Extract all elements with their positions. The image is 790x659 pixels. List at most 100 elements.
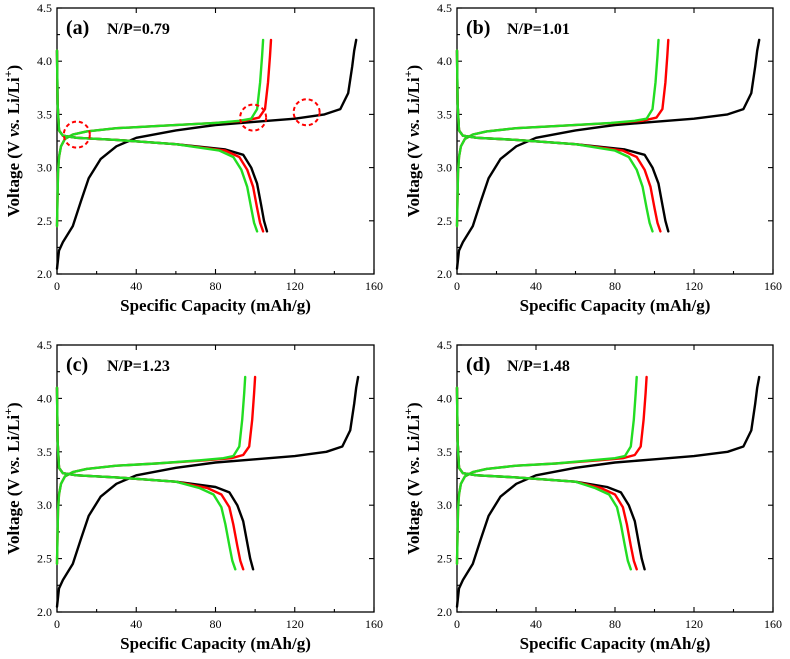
y-label-part: )	[4, 65, 23, 71]
y-tick-label: 4.0	[37, 391, 52, 405]
y-tick-label: 3.0	[37, 498, 52, 512]
panel-label: (c)	[66, 354, 88, 376]
y-label-part: )	[404, 402, 423, 408]
y-label-part: Voltage (V	[404, 474, 423, 554]
plot-frame	[456, 344, 774, 613]
x-axis-label: Specific Capacity (mAh/g)	[520, 296, 711, 315]
curve-discharge-green	[55, 386, 237, 571]
y-label-italic: vs.	[404, 456, 423, 474]
y-axis-label: Voltage (V vs. Li/Li+)	[1, 65, 23, 217]
y-label-part: )	[404, 65, 423, 71]
chart-panel-2: 0 40 80 120 160 2.0 2.5 3.0 3.5 4.0 4.5 Specific Ca…	[401, 1, 782, 315]
x-tick-label: 120	[286, 279, 304, 293]
annotation-circle	[292, 98, 321, 127]
curve-discharge-red	[55, 386, 245, 571]
y-label-part: Li/Li	[4, 77, 23, 118]
plot-frame	[456, 7, 774, 275]
y-tick-label: 3.5	[37, 445, 52, 459]
y-tick-label: 2.5	[437, 552, 452, 566]
curve-charge-black	[55, 38, 358, 270]
y-label-superscript: +	[1, 70, 15, 77]
y-label-part: Voltage (V	[4, 474, 23, 554]
panel-label: (b)	[466, 17, 490, 39]
y-tick-label: 4.0	[37, 54, 52, 68]
np-ratio-label: N/P=1.23	[107, 358, 170, 375]
y-tick-label: 3.0	[437, 498, 452, 512]
curve-charge-green	[455, 375, 638, 566]
y-tick-label: 2.0	[437, 267, 452, 281]
x-tick-label: 0	[54, 617, 60, 631]
curve-charge-green	[55, 38, 265, 228]
curve-charge-black	[455, 38, 761, 270]
np-ratio-label: N/P=1.48	[507, 358, 570, 375]
curve-discharge-green	[455, 49, 654, 233]
x-tick-label: 160	[764, 617, 782, 631]
np-ratio-label: N/P=0.79	[107, 21, 170, 38]
curve-discharge-black	[55, 386, 255, 571]
y-tick-label: 3.5	[37, 107, 52, 121]
x-tick-label: 80	[210, 617, 222, 631]
x-tick-label: 0	[454, 617, 460, 631]
y-label-part: Li/Li	[404, 415, 423, 456]
chart-panel-4: 0 40 80 120 160 2.0 2.5 3.0 3.5 4.0 4.5 Specific Ca…	[401, 338, 782, 653]
curve-discharge-green	[455, 386, 632, 571]
np-ratio-label: N/P=1.01	[507, 21, 570, 38]
y-label-superscript: +	[1, 408, 15, 415]
y-label-part: )	[4, 402, 23, 408]
curve-charge-black	[455, 375, 761, 608]
y-tick-label: 3.5	[437, 445, 452, 459]
panel-label: (d)	[466, 354, 490, 376]
y-tick-label: 2.0	[437, 605, 452, 619]
y-tick-label: 2.5	[37, 214, 52, 228]
y-axis-label: Voltage (V vs. Li/Li+)	[1, 402, 23, 554]
y-axis-label: Voltage (V vs. Li/Li+)	[401, 65, 423, 217]
y-tick-label: 3.5	[437, 107, 452, 121]
y-tick-label: 4.5	[437, 338, 452, 352]
x-tick-label: 80	[210, 279, 222, 293]
x-tick-label: 40	[530, 617, 542, 631]
curve-charge-green	[55, 375, 247, 566]
y-label-italic: vs.	[404, 118, 423, 136]
curve-discharge-black	[455, 49, 670, 233]
y-tick-label: 2.0	[37, 267, 52, 281]
curve-discharge-red	[55, 49, 265, 233]
plot-frame	[56, 7, 375, 275]
y-label-part: Li/Li	[4, 415, 23, 456]
x-tick-label: 160	[365, 617, 383, 631]
y-tick-label: 3.0	[437, 161, 452, 175]
y-label-superscript: +	[401, 408, 415, 415]
x-tick-label: 0	[54, 279, 60, 293]
curve-discharge-green	[55, 49, 259, 233]
y-label-italic: vs.	[4, 118, 23, 136]
x-tick-label: 120	[685, 617, 703, 631]
x-tick-label: 0	[454, 279, 460, 293]
y-tick-label: 4.5	[37, 1, 52, 15]
y-tick-label: 4.5	[437, 1, 452, 15]
plot-frame	[56, 344, 375, 613]
chart-panel-1: 0 40 80 120 160 2.0 2.5 3.0 3.5 4.0 4.5 Specific Ca…	[1, 1, 383, 315]
y-axis-label: Voltage (V vs. Li/Li+)	[401, 402, 423, 554]
x-tick-label: 40	[130, 279, 142, 293]
curve-charge-black	[55, 375, 360, 608]
y-tick-label: 4.5	[37, 338, 52, 352]
curve-discharge-red	[455, 49, 662, 233]
y-tick-label: 2.5	[37, 552, 52, 566]
x-tick-label: 40	[130, 617, 142, 631]
y-label-part: Voltage (V	[4, 137, 23, 217]
annotation-circle	[62, 120, 91, 149]
curve-discharge-black	[455, 386, 646, 571]
y-label-part: Voltage (V	[404, 137, 423, 217]
x-tick-label: 120	[685, 279, 703, 293]
x-tick-label: 120	[286, 617, 304, 631]
x-tick-label: 160	[365, 279, 383, 293]
y-tick-label: 2.5	[437, 214, 452, 228]
x-tick-label: 80	[609, 279, 621, 293]
y-label-italic: vs.	[4, 456, 23, 474]
x-tick-label: 40	[530, 279, 542, 293]
x-tick-label: 80	[609, 617, 621, 631]
curve-discharge-black	[55, 49, 269, 233]
x-axis-label: Specific Capacity (mAh/g)	[120, 296, 311, 315]
x-axis-label: Specific Capacity (mAh/g)	[120, 634, 311, 653]
y-label-part: Li/Li	[404, 77, 423, 118]
